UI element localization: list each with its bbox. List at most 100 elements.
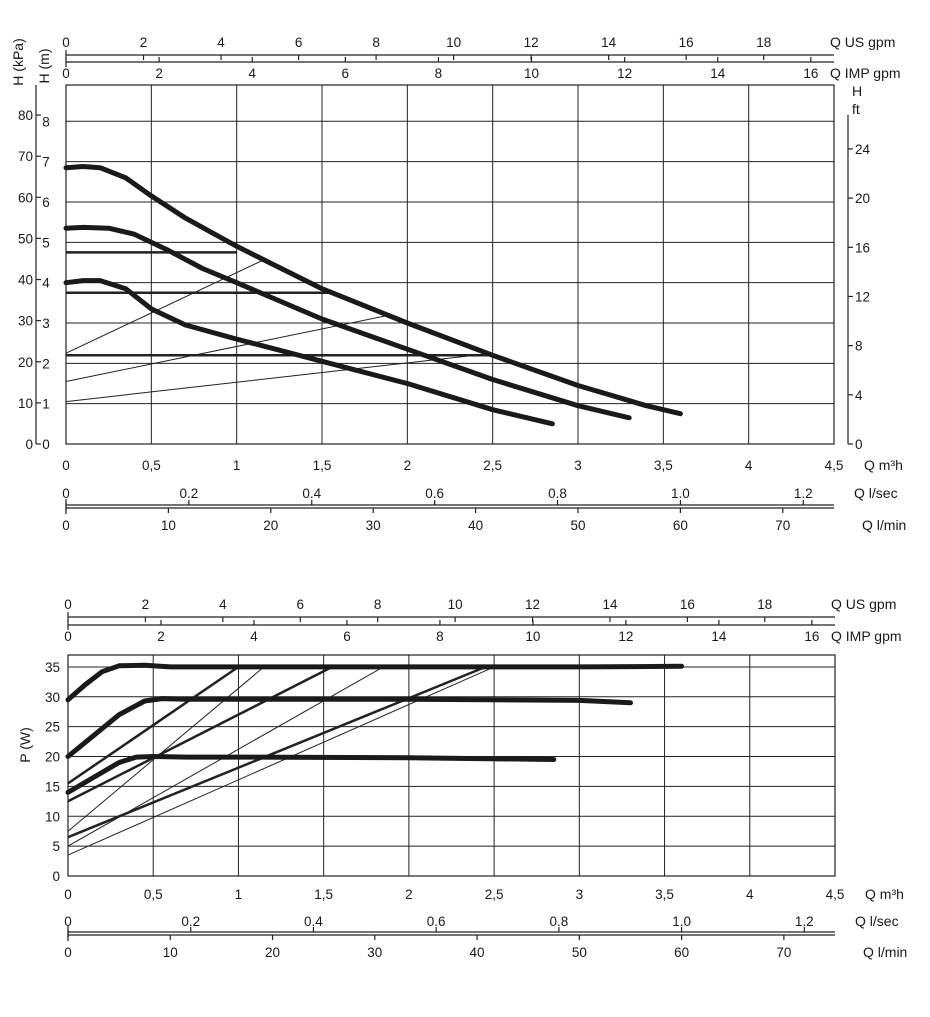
plot-frame xyxy=(67,654,836,877)
x-tick-impgpm: 8 xyxy=(435,66,443,81)
x-tick-usgpm: 4 xyxy=(219,597,227,612)
x-tick-usgpm: 18 xyxy=(756,35,771,50)
x-tick-usgpm: 18 xyxy=(757,597,772,612)
x-tick-lmin: 30 xyxy=(367,945,382,960)
x-tick-m3h: 3 xyxy=(574,458,582,473)
x-tick-impgpm: 0 xyxy=(62,66,70,81)
y-tick-ft: 20 xyxy=(855,191,870,206)
x-tick-m3h: 1 xyxy=(233,458,241,473)
x-tick-lmin: 10 xyxy=(161,518,176,533)
x-tick-m3h: 4 xyxy=(746,887,754,902)
x-tick-m3h: 1,5 xyxy=(314,887,333,902)
plot-frame xyxy=(65,84,835,445)
y-tick-m: 4 xyxy=(42,276,50,291)
y-tick-kpa: 30 xyxy=(18,314,33,329)
x-axis-label-lsec: Q l/sec xyxy=(854,485,898,501)
x-tick-impgpm: 2 xyxy=(155,66,163,81)
x-tick-lmin: 40 xyxy=(470,945,485,960)
x-tick-usgpm: 16 xyxy=(679,35,694,50)
x-tick-lsec: 0.2 xyxy=(181,914,200,929)
x-tick-lsec: 0 xyxy=(62,486,70,501)
power-setpoint-line xyxy=(67,665,333,803)
x-tick-usgpm: 6 xyxy=(297,597,305,612)
y-axis-label-kpa: H (kPa) xyxy=(10,38,26,85)
proportional-pressure-line xyxy=(65,352,493,403)
y-tick-kpa: 20 xyxy=(18,355,33,370)
x-tick-usgpm: 4 xyxy=(217,35,225,50)
y-tick-power: 20 xyxy=(45,750,60,765)
power-curve xyxy=(65,696,633,759)
y-tick-kpa: 80 xyxy=(18,108,33,123)
x-tick-m3h: 4,5 xyxy=(825,458,844,473)
y-tick-power: 10 xyxy=(45,809,60,824)
x-axis-label-lsec: Q l/sec xyxy=(855,913,899,929)
x-tick-lsec: 0 xyxy=(64,914,72,929)
x-tick-impgpm: 2 xyxy=(157,629,165,644)
x-axis-label-lmin: Q l/min xyxy=(862,517,906,533)
x-tick-usgpm: 6 xyxy=(295,35,303,50)
y-tick-ft: 16 xyxy=(855,240,870,255)
x-tick-m3h: 2,5 xyxy=(483,458,502,473)
x-tick-lsec: 0.6 xyxy=(427,914,446,929)
y-tick-power: 0 xyxy=(52,869,60,884)
x-tick-usgpm: 10 xyxy=(448,597,463,612)
x-tick-lmin: 70 xyxy=(775,518,790,533)
y-axis-label-h-right: H xyxy=(852,83,862,99)
x-tick-m3h: 4 xyxy=(745,458,753,473)
x-axis-label-m3h: Q m³h xyxy=(865,886,904,902)
x-tick-lmin: 30 xyxy=(366,518,381,533)
y-tick-power: 25 xyxy=(45,720,60,735)
x-tick-usgpm: 12 xyxy=(524,35,539,50)
x-tick-usgpm: 0 xyxy=(64,597,72,612)
y-axis-label-m: H (m) xyxy=(36,49,52,84)
x-tick-lmin: 20 xyxy=(263,518,278,533)
y-tick-power: 5 xyxy=(52,839,60,854)
x-tick-lmin: 70 xyxy=(776,945,791,960)
y-axis-label-power: P (W) xyxy=(17,727,33,763)
x-tick-impgpm: 12 xyxy=(617,66,632,81)
x-tick-usgpm: 14 xyxy=(601,35,617,50)
y-tick-m: 1 xyxy=(42,397,50,412)
x-tick-usgpm: 12 xyxy=(525,597,540,612)
x-tick-m3h: 2 xyxy=(404,458,412,473)
x-tick-lmin: 0 xyxy=(62,518,70,533)
x-tick-impgpm: 14 xyxy=(710,66,726,81)
y-tick-ft: 4 xyxy=(855,388,863,403)
y-tick-kpa: 60 xyxy=(18,190,33,205)
x-tick-usgpm: 0 xyxy=(62,35,70,50)
x-axis-label-impgpm: Q IMP gpm xyxy=(831,628,902,644)
x-tick-lsec: 0.8 xyxy=(548,486,567,501)
head-curve xyxy=(63,278,555,427)
x-tick-lmin: 40 xyxy=(468,518,483,533)
x-tick-lmin: 20 xyxy=(265,945,280,960)
x-tick-impgpm: 10 xyxy=(525,629,540,644)
x-tick-lmin: 50 xyxy=(570,518,585,533)
x-tick-m3h: 2,5 xyxy=(485,887,504,902)
y-tick-kpa: 50 xyxy=(18,231,33,246)
x-tick-usgpm: 14 xyxy=(602,597,618,612)
power-thin-line xyxy=(67,666,265,832)
x-tick-impgpm: 16 xyxy=(803,66,818,81)
x-tick-lsec: 0.4 xyxy=(302,486,321,501)
y-tick-m: 7 xyxy=(42,155,50,170)
x-tick-lsec: 1.2 xyxy=(795,914,814,929)
y-tick-kpa: 70 xyxy=(18,149,33,164)
x-tick-usgpm: 10 xyxy=(446,35,461,50)
proportional-pressure-line xyxy=(65,260,263,354)
x-tick-impgpm: 4 xyxy=(248,66,256,81)
x-tick-m3h: 0 xyxy=(62,458,70,473)
y-tick-ft: 24 xyxy=(855,142,871,157)
power-setpoint-line xyxy=(67,665,487,839)
x-tick-impgpm: 16 xyxy=(804,629,819,644)
x-tick-m3h: 3,5 xyxy=(654,458,673,473)
y-tick-m: 5 xyxy=(42,235,50,250)
x-tick-m3h: 0 xyxy=(64,887,72,902)
y-tick-ft: 0 xyxy=(855,437,863,452)
y-tick-ft: 12 xyxy=(855,289,870,304)
x-tick-m3h: 3,5 xyxy=(655,887,674,902)
x-tick-usgpm: 2 xyxy=(142,597,150,612)
x-tick-impgpm: 8 xyxy=(436,629,444,644)
y-tick-m: 3 xyxy=(42,316,50,331)
